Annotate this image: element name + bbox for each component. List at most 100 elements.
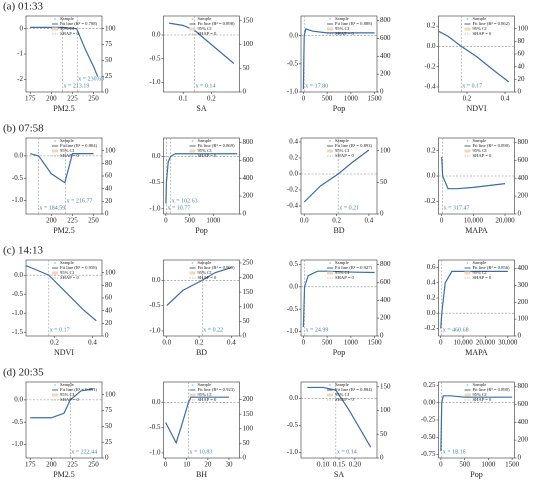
y-tick-label: 0.5 [289, 260, 298, 268]
y2-tick-label: 0 [518, 210, 522, 218]
y2-tick-label: 20 [518, 75, 526, 83]
y-tick-label: -1.0 [12, 309, 24, 317]
y2-tick-label: 100 [243, 302, 254, 310]
legend-sample [54, 18, 56, 20]
y2-tick-label: 0 [105, 88, 109, 96]
y2-tick-label: 80 [105, 159, 113, 167]
y2-tick-label: 100 [105, 268, 116, 276]
x-tick-label: 175 [25, 461, 36, 469]
y-tick-label: 0.0 [427, 172, 436, 180]
y2-tick-label: 100 [518, 24, 529, 32]
x-tick-label: 1500 [368, 339, 383, 347]
threshold-label: x = 0.17 [50, 327, 70, 333]
legend-ci [189, 27, 196, 31]
row-label: (c) 14:13 [3, 245, 44, 257]
y2-tick-label: 0 [243, 210, 247, 218]
y2-tick-label: 200 [243, 395, 254, 403]
y2-tick-label: 400 [518, 418, 529, 426]
y-tick-label: 0.4 [427, 278, 436, 286]
row-label: (d) 20:35 [3, 367, 44, 379]
x-tick-label: 0.2 [463, 95, 472, 103]
legend-text: Fit line (R² = 0.862) [473, 21, 510, 26]
legend-text: 95% CI [473, 26, 488, 31]
x-tick-label: 1000 [344, 95, 359, 103]
x-tick-label: 0.10 [317, 461, 330, 469]
legend-ci [52, 271, 58, 275]
y-tick-label: 0.2 [427, 146, 436, 154]
y2-tick-label: 0 [380, 332, 384, 340]
y-tick-label: -1.0 [12, 196, 24, 204]
y-tick-label: 0.0 [14, 151, 23, 159]
plot-frame [25, 381, 103, 459]
y2-tick-label: 100 [380, 146, 391, 154]
y2-tick-label: 50 [243, 64, 251, 72]
y2-tick-label: 600 [380, 278, 391, 286]
y2-tick-label: 60 [105, 172, 113, 180]
legend-sample [329, 384, 331, 386]
y2-tick-label: 800 [243, 138, 254, 146]
x-tick-label: 0.1 [179, 95, 188, 103]
legend-ci [189, 149, 196, 153]
y2-tick-label: 75 [105, 406, 113, 414]
legend-text: Sample [60, 138, 74, 143]
y2-tick-label: 800 [380, 260, 391, 268]
legend-ci [327, 27, 333, 31]
x-axis-label: SA [196, 104, 206, 113]
threshold-label: x = 230.69 [78, 76, 104, 82]
x-axis-label: BD [333, 226, 344, 235]
y2-tick-label: 150 [380, 382, 391, 390]
y-tick-label: -1.5 [12, 328, 24, 336]
x-tick-label: 0.2 [207, 95, 216, 103]
y-tick-label: 0.0 [289, 282, 298, 290]
y2-tick-label: 600 [380, 34, 391, 42]
y-tick-label: -0.4 [424, 83, 436, 91]
x-axis-label: NDVI [54, 348, 74, 357]
legend-sample [191, 384, 194, 386]
y-tick-label: 0.0 [152, 276, 161, 284]
legend-ci [189, 271, 196, 275]
legend-text: SHAP = 0 [198, 397, 217, 402]
plot-frame [163, 259, 240, 337]
x-tick-label: 200 [46, 461, 57, 469]
y2-tick-label: 0 [518, 88, 522, 96]
legend-text: Fit line (R² = 0.909) [198, 265, 235, 270]
legend-text: Fit line (R² = 0.927) [335, 265, 372, 270]
legend-text: Sample [473, 260, 487, 265]
threshold-label: x = 460.68 [443, 327, 469, 333]
legend-text: 95% CI [335, 26, 350, 31]
y2-tick-label: 250 [243, 259, 254, 267]
legend-text: Fit line (R² = 0.888) [335, 21, 372, 26]
threshold-label: x = 18.16 [443, 449, 466, 455]
legend-text: 95% CI [335, 270, 350, 275]
legend-text: SHAP = 0 [198, 31, 217, 36]
y2-tick-label: 25 [105, 438, 113, 446]
legend-text: Fit line (R² = 0.804) [60, 143, 97, 148]
x-tick-label: 0 [302, 339, 306, 347]
legend-text: 95% CI [60, 26, 75, 31]
fit-line [30, 388, 94, 419]
fit-line [303, 149, 370, 203]
x-tick-label: 200 [46, 217, 57, 225]
y2-tick-label: 100 [243, 424, 254, 432]
y2-tick-label: 200 [380, 314, 391, 322]
x-tick-label: 1000 [481, 461, 496, 469]
y2-tick-label: 80 [105, 281, 113, 289]
legend-text: SHAP = 0 [473, 153, 492, 158]
x-tick-label: 0.4 [365, 217, 374, 225]
x-tick-label: 250 [88, 95, 99, 103]
x-tick-label: 0.4 [501, 95, 510, 103]
plot-frame [163, 381, 240, 459]
y2-tick-label: 400 [380, 52, 391, 60]
legend-ci [327, 271, 333, 275]
y-tick-label: 0.0 [152, 31, 161, 39]
threshold-label: x = 213.19 [63, 83, 89, 89]
y2-tick-label: 600 [243, 156, 254, 164]
y-tick-label: -0.5 [287, 59, 299, 67]
x-axis-label: PM2.5 [53, 104, 75, 113]
y-tick-label: -1.0 [149, 204, 161, 212]
threshold-label: x = 10.83 [189, 449, 212, 455]
x-axis-label: Pop [195, 226, 207, 235]
threshold-label: x = 317.47 [444, 205, 470, 211]
y2-tick-label: 0 [518, 332, 522, 340]
legend-sample [329, 262, 331, 264]
